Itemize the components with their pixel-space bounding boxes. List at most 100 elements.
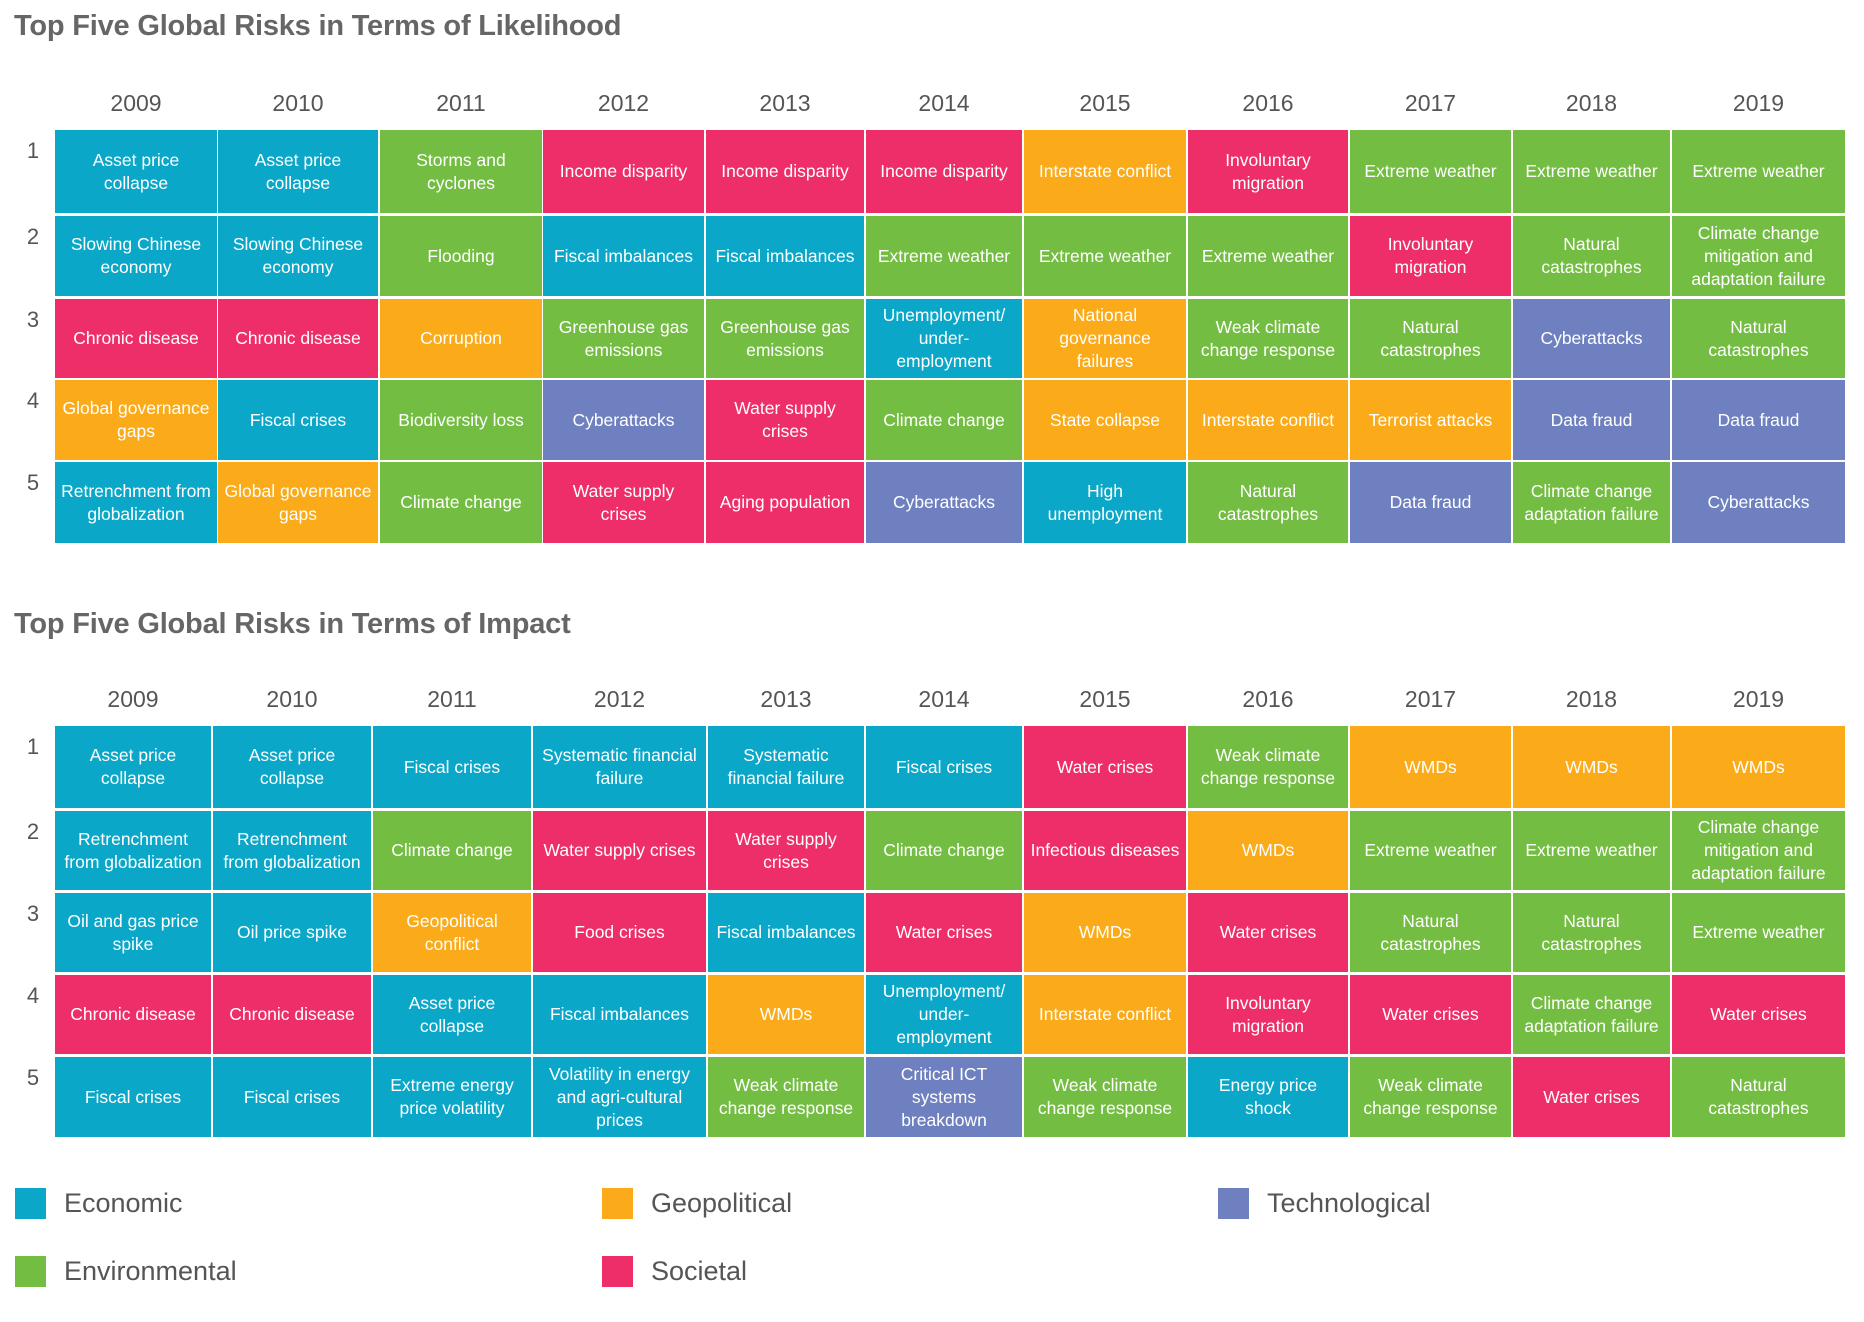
- risk-cell: Cyberattacks: [1513, 299, 1670, 378]
- year-header: 2014: [918, 686, 970, 712]
- year-header: 2017: [1404, 90, 1457, 116]
- risk-cell: Extreme weather: [1350, 811, 1511, 890]
- risk-cell: WMDs: [1672, 726, 1845, 808]
- risk-cell: Water crises: [1188, 893, 1348, 972]
- year-header: 2019: [1732, 686, 1785, 712]
- risk-cell: Cyberattacks: [866, 462, 1022, 543]
- legend-swatch-technological: [1218, 1188, 1249, 1219]
- risk-cell: Fiscal crises: [866, 726, 1022, 808]
- risk-cell: Extreme weather: [866, 216, 1022, 296]
- legend-item-technological: Technological: [1218, 1188, 1431, 1219]
- year-header: 2010: [272, 90, 324, 116]
- risk-cell: Fiscal crises: [218, 380, 378, 460]
- year-header: 2011: [436, 90, 486, 116]
- risk-cell: Weak climate change response: [1188, 299, 1348, 378]
- year-header: 2013: [759, 90, 811, 116]
- risk-cell: Weak climate change response: [1188, 726, 1348, 808]
- risk-cell: Fiscal imbalances: [533, 975, 706, 1054]
- legend-label-economic: Economic: [64, 1188, 183, 1218]
- risk-cell: Extreme weather: [1513, 130, 1670, 213]
- risk-cell: Fiscal crises: [55, 1057, 211, 1137]
- year-header: 2018: [1565, 686, 1618, 712]
- risk-cell: Water supply crises: [533, 811, 706, 890]
- year-header: 2016: [1242, 90, 1294, 116]
- risk-cell: Water crises: [1024, 726, 1186, 808]
- risk-cell: Natural catastrophes: [1350, 299, 1511, 378]
- risk-cell: Retrenchment from globalization: [55, 811, 211, 890]
- risk-cell: Climate change mitigation and adaptation…: [1672, 811, 1845, 890]
- risk-cell: Corruption: [380, 299, 542, 378]
- risk-cell: Natural catastrophes: [1350, 893, 1511, 972]
- risk-cell: Unemployment/ under-employment: [866, 975, 1022, 1054]
- risk-cell: Asset price collapse: [55, 726, 211, 808]
- risk-cell: WMDs: [1350, 726, 1511, 808]
- risk-cell: Global governance gaps: [55, 380, 217, 460]
- year-header: 2014: [918, 90, 970, 116]
- risk-cell: Water crises: [1672, 975, 1845, 1054]
- risk-cell: Climate change mitigation and adaptation…: [1672, 216, 1845, 296]
- risk-cell: Cyberattacks: [1672, 462, 1845, 543]
- legend-swatch-economic: [15, 1188, 46, 1219]
- risk-cell: Global governance gaps: [218, 462, 378, 543]
- risk-cell: Natural catastrophes: [1672, 1057, 1845, 1137]
- risk-cell: Water crises: [1513, 1057, 1670, 1137]
- risk-cell: State collapse: [1024, 380, 1186, 460]
- risk-cell: Climate change: [380, 462, 542, 543]
- risk-cell: Climate change: [866, 811, 1022, 890]
- risk-cell: High unemployment: [1024, 462, 1186, 543]
- risk-cell: WMDs: [1024, 893, 1186, 972]
- legend-item-geopolitical: Geopolitical: [602, 1188, 792, 1219]
- risk-cell: Retrenchment from globalization: [55, 462, 217, 543]
- risk-cell: Interstate conflict: [1188, 380, 1348, 460]
- year-header: 2016: [1242, 686, 1294, 712]
- risk-cell: Extreme weather: [1024, 216, 1186, 296]
- risk-cell: Weak climate change response: [708, 1057, 864, 1137]
- year-header: 2009: [107, 686, 159, 712]
- risk-cell: Natural catastrophes: [1513, 216, 1670, 296]
- risk-cell: Extreme weather: [1188, 216, 1348, 296]
- rank-label: 5: [26, 1065, 40, 1090]
- legend-swatch-geopolitical: [602, 1188, 633, 1219]
- legend-swatch-societal: [602, 1256, 633, 1287]
- year-header: 2018: [1565, 90, 1618, 116]
- risk-cell: Involuntary migration: [1350, 216, 1511, 296]
- legend-item-societal: Societal: [602, 1256, 747, 1287]
- risk-cell: Asset price collapse: [373, 975, 531, 1054]
- risk-cell: National governance failures: [1024, 299, 1186, 378]
- year-header: 2017: [1404, 686, 1457, 712]
- risk-cell: Income disparity: [706, 130, 864, 213]
- risk-cell: Interstate conflict: [1024, 130, 1186, 213]
- legend-label-technological: Technological: [1267, 1188, 1431, 1218]
- rank-label: 4: [26, 983, 40, 1008]
- risk-cell: Chronic disease: [55, 975, 211, 1054]
- risk-cell: Extreme weather: [1350, 130, 1511, 213]
- risk-cell: Climate change adaptation failure: [1513, 975, 1670, 1054]
- risk-cell: Weak climate change response: [1350, 1057, 1511, 1137]
- risk-cell: Natural catastrophes: [1672, 299, 1845, 378]
- risk-cell: Biodiversity loss: [380, 380, 542, 460]
- risk-cell: Retrenchment from globalization: [213, 811, 371, 890]
- risk-cell: Oil price spike: [213, 893, 371, 972]
- risk-cell: Water crises: [866, 893, 1022, 972]
- legend-label-geopolitical: Geopolitical: [651, 1188, 793, 1218]
- year-header: 2011: [427, 686, 477, 712]
- risk-cell: Storms and cyclones: [380, 130, 542, 213]
- risk-cell: Data fraud: [1350, 462, 1511, 543]
- year-header: 2012: [593, 686, 646, 712]
- risk-cell: Water supply crises: [543, 462, 704, 543]
- year-header: 2015: [1079, 90, 1131, 116]
- risk-cell: Climate change adaptation failure: [1513, 462, 1670, 543]
- risk-cell: Water supply crises: [708, 811, 864, 890]
- risk-cell: Fiscal imbalances: [708, 893, 864, 972]
- risk-cell: Chronic disease: [55, 299, 217, 378]
- risk-cell: Natural catastrophes: [1513, 893, 1670, 972]
- risk-cell: Interstate conflict: [1024, 975, 1186, 1054]
- year-header: 2012: [597, 90, 650, 116]
- risk-cell: Chronic disease: [218, 299, 378, 378]
- risk-cell: Asset price collapse: [55, 130, 217, 213]
- risk-cell: Fiscal imbalances: [706, 216, 864, 296]
- risk-cell: Greenhouse gas emissions: [543, 299, 704, 378]
- risk-cell: Weak climate change response: [1024, 1057, 1186, 1137]
- legend-label-societal: Societal: [651, 1256, 748, 1286]
- rank-label: 5: [26, 470, 40, 495]
